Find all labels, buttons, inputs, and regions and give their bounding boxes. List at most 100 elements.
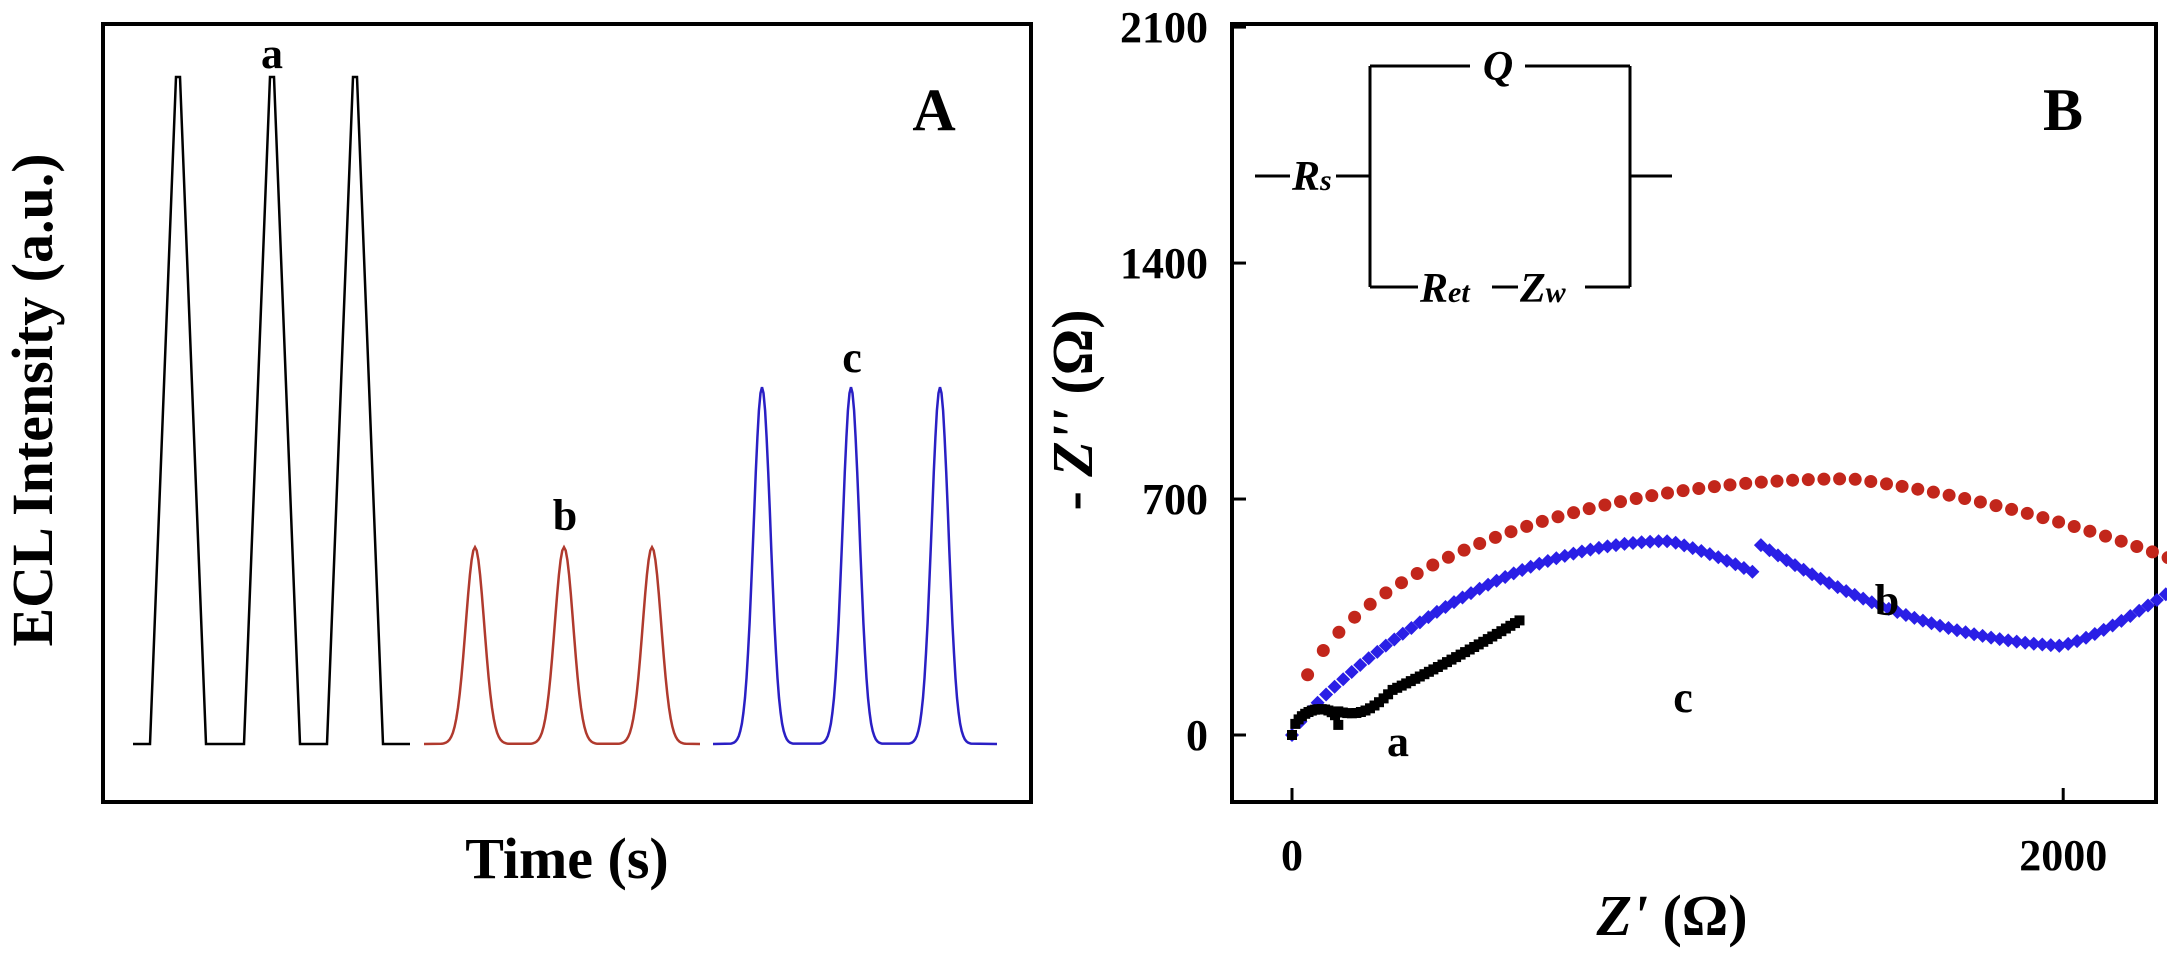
panel-a: A a b c Time (s) ECL Intensity (a.u.) [0, 22, 1033, 891]
nyquist-point-b-2 [1316, 644, 1330, 657]
panel-b-y-axis-title: - Z'' (Ω) [1040, 309, 1105, 510]
nyquist-point-c-100 [2132, 603, 2147, 618]
nyquist-point-c-54 [1745, 564, 1760, 579]
nyquist-point-a-55 [1514, 615, 1525, 626]
nyquist-point-b-46 [2005, 502, 2019, 516]
nyquist-point-b-4 [1348, 610, 1362, 624]
nyquist-point-c-88 [2035, 637, 2050, 652]
nyquist-point-b-29 [1739, 476, 1753, 490]
nyquist-point-b-6 [1379, 586, 1393, 600]
panel-a-curve-label-c: c [842, 333, 862, 382]
ecl-curve-a [133, 75, 410, 746]
nyquist-point-b-18 [1567, 506, 1581, 520]
nyquist-point-b-25 [1676, 484, 1690, 498]
nyquist-point-b-10 [1441, 550, 1455, 564]
panel-b: 020004000070014002100 B a b c Z' (Ω) - Z… [1040, 3, 2167, 948]
nyquist-point-c-39 [1617, 536, 1632, 551]
nyquist-point-b-52 [2099, 529, 2112, 543]
nyquist-point-b-43 [1958, 492, 1972, 505]
nyquist-point-b-33 [1801, 473, 1815, 487]
panel-a-curve-label-a: a [261, 29, 283, 78]
circuit-zw-sub: w [1546, 276, 1567, 309]
nyquist-point-b-53 [2114, 534, 2128, 548]
nyquist-point-b-45 [1989, 499, 2003, 513]
panel-b-y-axis-prefix: - [1040, 477, 1105, 511]
panel-b-curve-label-a: a [1387, 717, 1409, 766]
circuit-rs-label: Rs [1291, 154, 1332, 200]
x-tick-label-0: 0 [1281, 831, 1303, 880]
nyquist-point-b-8 [1410, 567, 1424, 580]
nyquist-point-b-49 [2052, 515, 2066, 529]
nyquist-point-b-12 [1473, 537, 1487, 550]
nyquist-point-b-26 [1692, 482, 1706, 495]
circuit-ret-main: R [1419, 266, 1448, 312]
circuit-zw-label: Zw [1519, 266, 1567, 312]
circuit-q-label: Q [1483, 44, 1513, 90]
panel-a-label: A [912, 77, 955, 143]
nyquist-point-a-14 [1333, 719, 1344, 730]
nyquist-point-c-102 [2149, 593, 2164, 607]
nyquist-point-b-37 [1864, 475, 1878, 488]
nyquist-point-b-39 [1895, 479, 1909, 493]
y-tick-label-0: 0 [1186, 711, 1208, 760]
nyquist-point-b-51 [2083, 524, 2097, 538]
x-tick-label-2000: 2000 [2019, 831, 2107, 880]
nyquist-point-b-31 [1770, 474, 1784, 488]
nyquist-point-c-14 [1404, 621, 1419, 635]
nyquist-point-c-36 [1591, 540, 1606, 555]
nyquist-point-b-56 [2161, 551, 2167, 565]
circuit-rs-main: R [1291, 154, 1320, 200]
ecl-curve-b [423, 544, 701, 746]
nyquist-point-b-17 [1551, 510, 1565, 524]
nyquist-point-c-103 [2158, 587, 2167, 602]
nyquist-point-c-91 [2052, 638, 2067, 653]
nyquist-point-b-16 [1535, 514, 1549, 528]
panel-b-curve-label-b: b [1875, 576, 1899, 625]
panel-b-ticks: 020004000070014002100 [1120, 3, 2107, 880]
circuit-rs-sub: s [1319, 164, 1332, 197]
panel-b-y-axis-var: Z'' [1040, 409, 1105, 478]
panel-b-y-axis-unit: (Ω) [1040, 309, 1105, 409]
nyquist-point-c-5 [1327, 679, 1342, 694]
equivalent-circuit-inset [1255, 64, 1672, 289]
circuit-ret-sub: et [1448, 276, 1471, 309]
nyquist-point-b-11 [1457, 543, 1471, 557]
nyquist-point-b-40 [1911, 482, 1925, 496]
nyquist-point-c-12 [1387, 632, 1402, 647]
nyquist-point-b-35 [1833, 472, 1847, 486]
panel-b-points [1285, 472, 2167, 742]
nyquist-point-c-11 [1378, 638, 1393, 653]
nyquist-point-b-5 [1363, 597, 1377, 611]
nyquist-point-b-28 [1723, 478, 1737, 492]
nyquist-point-b-36 [1848, 472, 1862, 486]
nyquist-point-b-48 [2036, 511, 2050, 525]
ecl-curve-c [712, 386, 998, 746]
panel-a-x-axis-title: Time (s) [465, 826, 669, 891]
panel-a-curves [133, 75, 998, 746]
y-tick-label-1400: 1400 [1120, 239, 1208, 288]
nyquist-point-c-83 [1992, 632, 2007, 647]
nyquist-point-b-13 [1488, 530, 1502, 544]
nyquist-point-b-54 [2130, 540, 2144, 553]
panel-a-frame [101, 22, 1033, 804]
nyquist-point-b-38 [1880, 477, 1893, 491]
nyquist-point-b-27 [1707, 480, 1721, 494]
nyquist-point-b-44 [1973, 495, 1987, 509]
nyquist-point-b-3 [1332, 625, 1346, 639]
nyquist-point-c-10 [1370, 644, 1385, 659]
nyquist-point-c-101 [2141, 598, 2155, 613]
nyquist-point-b-30 [1754, 475, 1768, 489]
panel-a-y-axis-title: ECL Intensity (a.u.) [0, 153, 65, 646]
nyquist-point-c-84 [2001, 633, 2016, 648]
nyquist-point-c-85 [2009, 634, 2024, 649]
circuit-zw-main: Z [1519, 266, 1546, 312]
nyquist-point-b-34 [1817, 472, 1831, 486]
nyquist-point-c-99 [2123, 609, 2138, 623]
panel-a-curve-label-b: b [553, 491, 577, 540]
nyquist-point-c-38 [1609, 538, 1623, 553]
nyquist-point-c-8 [1353, 658, 1368, 672]
nyquist-point-b-22 [1629, 492, 1643, 505]
nyquist-point-c-13 [1395, 626, 1410, 641]
nyquist-point-b-9 [1426, 558, 1440, 572]
